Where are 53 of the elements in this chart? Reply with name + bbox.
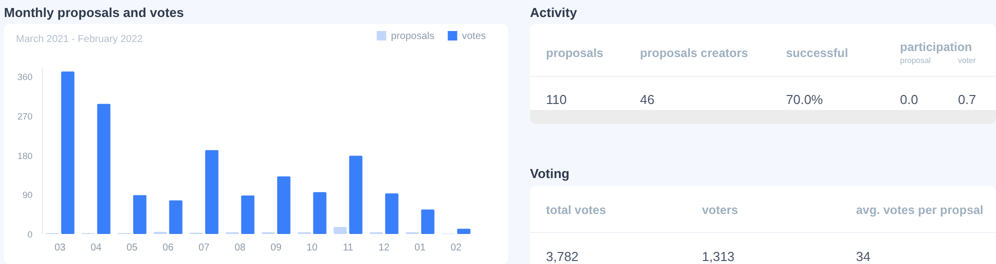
bar [205, 150, 218, 234]
bar [385, 193, 398, 234]
bar [349, 156, 362, 234]
x-tick-label: 12 [378, 242, 390, 254]
bar [277, 176, 290, 234]
x-tick-label: 05 [126, 242, 138, 254]
text: proposals creators [640, 46, 748, 60]
text: 0.7 [958, 92, 976, 107]
bar [334, 227, 347, 234]
x-tick-label: 02 [450, 242, 462, 254]
text: 1,313 [702, 249, 735, 264]
y-tick-label: 90 [22, 190, 32, 200]
chart-title: Monthly proposals and votes [4, 5, 184, 20]
text: 110 [546, 92, 567, 107]
text: participation [900, 40, 972, 54]
y-tick-label: 270 [17, 112, 32, 122]
bar [169, 200, 182, 234]
text: proposal [900, 56, 931, 65]
text: avg. votes per propsal [856, 203, 984, 217]
y-tick-label: 0 [27, 230, 32, 240]
text: 3,782 [546, 249, 579, 264]
text: successful [786, 46, 848, 60]
text: 34 [856, 249, 870, 264]
text: Activity [530, 5, 577, 20]
text: total votes [546, 203, 606, 217]
bar [313, 192, 326, 234]
bar [97, 104, 110, 234]
x-tick-label: 07 [198, 242, 210, 254]
x-tick-label: 08 [234, 242, 246, 254]
x-tick-label: 06 [162, 242, 174, 254]
chart-subtitle: March 2021 - February 2022 [16, 34, 143, 45]
x-tick-label: 03 [54, 242, 66, 254]
bar [421, 210, 434, 234]
text: voter [958, 56, 976, 65]
text: proposals [546, 46, 604, 60]
text: 0.0 [900, 92, 918, 107]
legend-label: votes [462, 30, 486, 42]
x-tick-label: 01 [414, 242, 426, 254]
x-tick-label: 09 [270, 242, 282, 254]
legend-label: proposals [391, 30, 434, 42]
bar [61, 71, 74, 234]
y-tick-label: 180 [17, 150, 32, 161]
text: 70.0% [786, 92, 823, 107]
bar [133, 195, 146, 234]
bar [241, 196, 254, 234]
x-tick-label: 04 [90, 242, 102, 254]
x-tick-label: 10 [306, 242, 318, 254]
text: 46 [640, 92, 654, 107]
text: voters [702, 203, 738, 217]
text: Voting [530, 166, 570, 181]
y-tick-label: 360 [17, 72, 32, 82]
bar [457, 228, 470, 234]
x-tick-label: 11 [342, 242, 354, 254]
